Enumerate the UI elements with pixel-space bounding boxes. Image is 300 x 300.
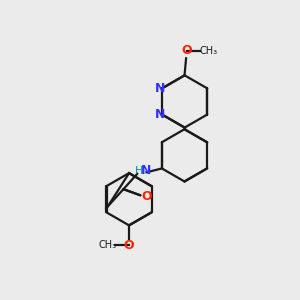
- Text: O: O: [141, 190, 152, 203]
- Text: N: N: [154, 82, 165, 95]
- Text: H: H: [135, 166, 143, 176]
- Text: N: N: [154, 108, 165, 121]
- Text: N: N: [140, 164, 151, 177]
- Text: O: O: [182, 44, 192, 57]
- Text: CH₃: CH₃: [200, 46, 217, 56]
- Text: O: O: [124, 239, 134, 252]
- Text: CH₃: CH₃: [98, 240, 117, 250]
